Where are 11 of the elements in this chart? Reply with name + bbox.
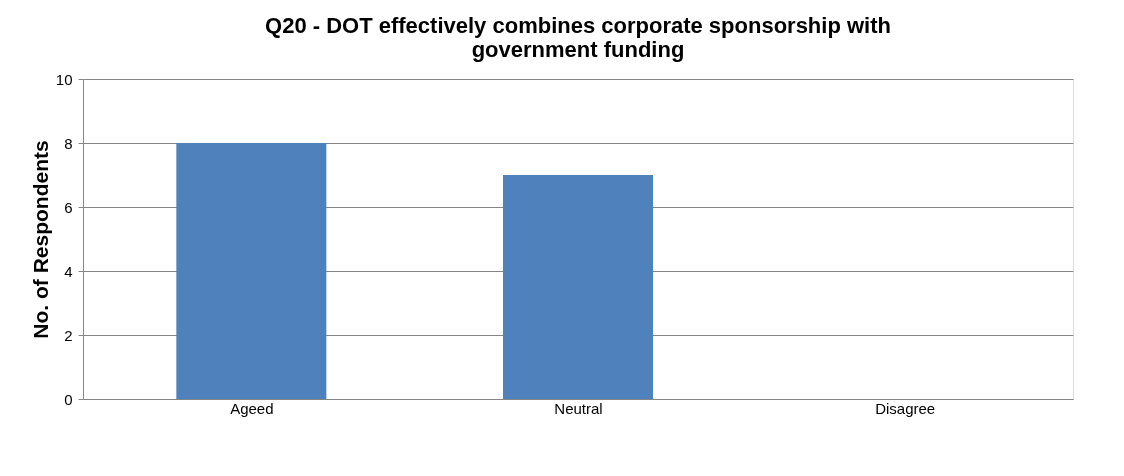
x-tick-label: Ageed [230, 399, 274, 417]
x-tick-label: Neutral [554, 399, 603, 417]
y-tick-label: 8 [64, 134, 73, 152]
y-tick-label: 6 [64, 198, 73, 216]
chart-title: Q20 - DOT effectively combines corporate sponsorship with government funding [265, 13, 891, 62]
y-axis-title: No. of Respondents [28, 140, 52, 339]
y-tick-label: 2 [64, 326, 73, 344]
x-tick-label: Disagree [875, 399, 936, 417]
y-tick-label: 4 [64, 262, 73, 280]
y-tick-label: 10 [55, 70, 73, 88]
y-tick-label: 0 [64, 390, 73, 408]
